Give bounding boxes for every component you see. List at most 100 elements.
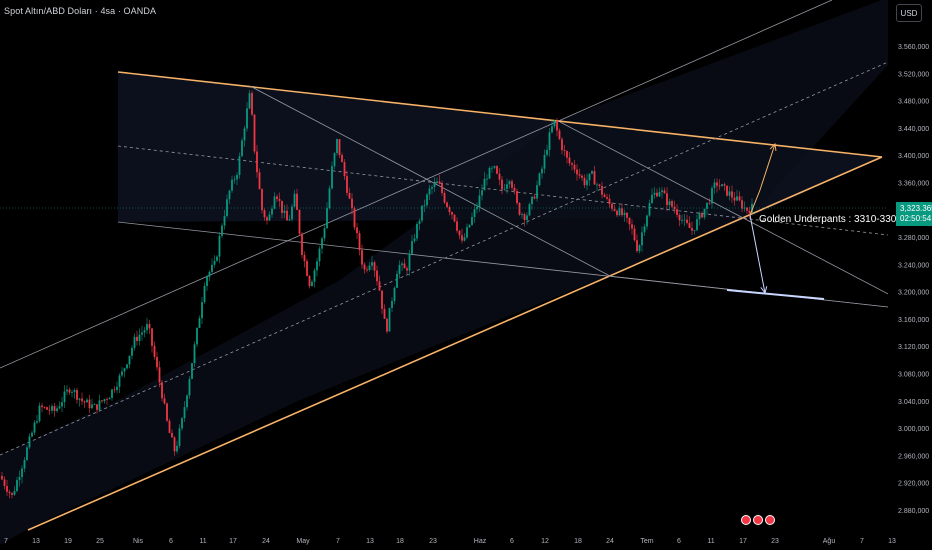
- price-axis[interactable]: 3.560,000 3.520,000 3.480,000 3.440,000 3.40…: [888, 0, 932, 550]
- candle-body: [728, 191, 731, 196]
- candle-body: [603, 194, 606, 198]
- candle-body: [521, 214, 523, 215]
- candle-body: [466, 227, 468, 238]
- time-axis[interactable]: 7 13 19 25 Nis 6 11 17 24 May 7 13 18 23 Haz 6 12 18 24 Tem…: [4, 538, 896, 545]
- candle-body: [88, 399, 91, 409]
- candle-body: [536, 185, 538, 199]
- time-tick-label: Tem: [640, 538, 653, 545]
- price-tick-label: 3.040,000: [898, 399, 929, 406]
- time-tick-label: 25: [96, 538, 104, 545]
- candle-body: [238, 156, 241, 175]
- candle-body: [256, 151, 258, 173]
- price-axis-bg: [888, 0, 932, 550]
- candle-body: [288, 219, 291, 221]
- candle-body: [506, 184, 508, 189]
- currency-button[interactable]: USD: [896, 4, 922, 22]
- time-tick-label: 6: [677, 538, 681, 545]
- time-tick-label: 19: [64, 538, 72, 545]
- candle-body: [121, 371, 123, 376]
- time-tick-label: 7: [860, 538, 864, 545]
- candle-body: [218, 235, 221, 257]
- candle-body: [1, 475, 3, 480]
- candle-body: [386, 318, 388, 332]
- candle-body: [411, 241, 413, 254]
- up-projection-arrow: [749, 143, 776, 216]
- economic-event-icon[interactable]: [741, 515, 751, 525]
- candle-body: [151, 328, 153, 346]
- time-tick-label: 7: [336, 538, 340, 545]
- lower-trendline[interactable]: [27, 156, 883, 531]
- candle-body: [548, 132, 551, 150]
- last-price-tag: 3,323.365 02:50:54: [896, 202, 932, 226]
- target-zone-line[interactable]: [726, 289, 825, 300]
- candle-body: [343, 162, 346, 177]
- candle-body: [8, 491, 11, 493]
- candle-body: [158, 367, 161, 383]
- event-icons[interactable]: [741, 515, 775, 525]
- candle-body: [656, 192, 658, 197]
- down-projection-arrow-head: [760, 286, 768, 295]
- candle-body: [443, 192, 446, 203]
- candle-body: [611, 203, 613, 209]
- time-tick-label: 24: [606, 538, 614, 545]
- upper-trendline[interactable]: [117, 71, 883, 158]
- candle-body: [286, 210, 288, 221]
- economic-event-icon[interactable]: [753, 515, 763, 525]
- candle-body: [613, 208, 616, 211]
- price-tick-label: 3.560,000: [898, 44, 929, 51]
- candle-body: [396, 273, 398, 288]
- candle-body: [143, 330, 146, 333]
- candle-body: [171, 432, 173, 438]
- candle-body: [101, 400, 103, 402]
- candle-body: [268, 214, 271, 221]
- candle-body: [523, 214, 526, 221]
- candle-body: [388, 307, 391, 332]
- candle-body: [526, 215, 528, 221]
- candle-body: [563, 150, 566, 152]
- candle-body: [473, 209, 476, 217]
- candle-body: [406, 268, 408, 271]
- candle-body: [106, 399, 108, 400]
- candle-body: [736, 196, 738, 201]
- candle-body: [206, 276, 208, 286]
- candle-body: [373, 262, 376, 271]
- symbol-legend[interactable]: Spot Altın/ABD Doları · 4sa · OANDA: [4, 6, 157, 16]
- candle-body: [126, 364, 128, 369]
- candle-body: [163, 398, 166, 404]
- candle-body: [63, 391, 66, 403]
- candle-body: [266, 217, 268, 221]
- candle-body: [178, 428, 181, 446]
- candle-body: [3, 479, 6, 487]
- candle-body: [581, 175, 583, 178]
- candle-body: [331, 166, 333, 189]
- candle-body: [658, 192, 661, 197]
- descending-line-2[interactable]: [559, 121, 895, 298]
- candle-body: [578, 174, 581, 176]
- economic-event-icon[interactable]: [765, 515, 775, 525]
- candle-body: [146, 324, 148, 331]
- candle-body: [368, 265, 371, 270]
- annotation-label: Golden Underpants : 3310-3300: [759, 214, 902, 225]
- candle-body: [608, 198, 611, 204]
- descending-line-1[interactable]: [249, 85, 611, 277]
- candle-body: [116, 386, 118, 391]
- candle-body: [401, 263, 403, 266]
- candle-body: [643, 226, 646, 233]
- candle-body: [508, 181, 511, 185]
- candle-body: [733, 197, 736, 201]
- candle-body: [553, 120, 556, 127]
- channel-upper-line[interactable]: [0, 0, 833, 369]
- candle-body: [478, 195, 481, 207]
- candle-body: [33, 422, 36, 433]
- candle-body: [636, 240, 638, 252]
- candle-body: [191, 363, 193, 379]
- price-tick-label: 3.200,000: [898, 290, 929, 297]
- time-tick-label: Nis: [133, 538, 144, 545]
- candle-body: [593, 171, 596, 185]
- candle-body: [686, 219, 688, 224]
- time-tick-label: 23: [771, 538, 779, 545]
- candle-body: [13, 491, 16, 495]
- candle-body: [118, 375, 121, 387]
- drawing-lines[interactable]: [0, 0, 895, 531]
